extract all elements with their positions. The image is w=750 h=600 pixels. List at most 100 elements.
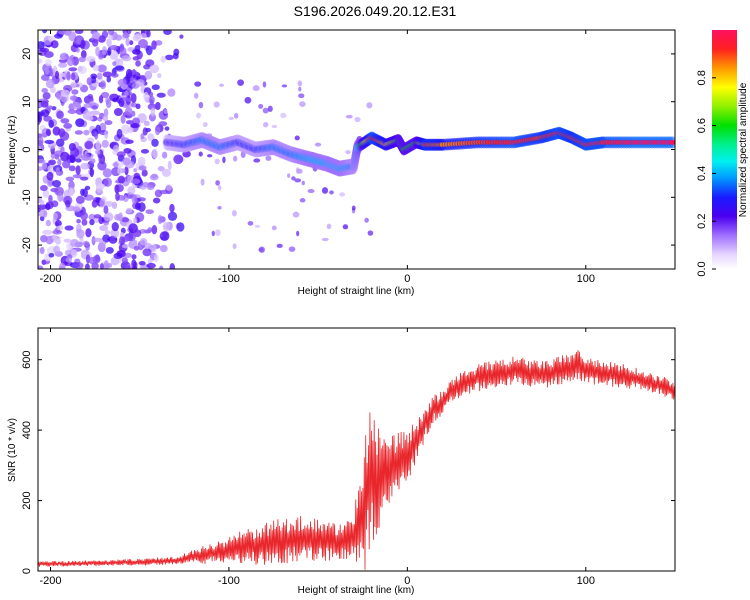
noise-blob xyxy=(122,97,129,102)
noise-blob xyxy=(163,109,168,115)
noise-blob xyxy=(110,228,120,239)
noise-blob xyxy=(258,103,264,109)
noise-blob xyxy=(84,153,90,159)
noise-blob xyxy=(151,40,157,50)
x-tick-label: -100 xyxy=(218,273,240,285)
noise-blob xyxy=(96,72,103,80)
noise-blob xyxy=(117,78,127,87)
y-tick-label: 600 xyxy=(21,351,33,369)
noise-blob xyxy=(83,129,90,136)
noise-blob xyxy=(159,265,164,269)
noise-blob xyxy=(94,131,99,140)
noise-blob xyxy=(44,51,54,58)
signal-core xyxy=(669,139,675,145)
x-tick-label: 0 xyxy=(404,273,410,285)
noise-blob xyxy=(48,252,55,258)
noise-blob xyxy=(116,128,123,139)
noise-blob xyxy=(114,65,125,71)
noise-blob xyxy=(38,145,42,153)
noise-blob xyxy=(105,247,114,254)
noise-blob xyxy=(142,248,152,257)
noise-blob xyxy=(92,32,100,40)
noise-blob xyxy=(154,125,161,136)
noise-blob xyxy=(98,153,106,164)
noise-blob xyxy=(85,55,96,63)
noise-blob xyxy=(68,67,78,72)
noise-blob xyxy=(156,92,166,98)
noise-blob xyxy=(135,202,141,211)
noise-blob xyxy=(112,162,119,168)
noise-blob xyxy=(99,80,107,90)
noise-blob xyxy=(67,109,77,114)
noise-blob xyxy=(179,34,184,39)
noise-blob xyxy=(120,114,126,124)
noise-blob xyxy=(140,148,150,154)
noise-blob xyxy=(146,262,156,269)
noise-blob xyxy=(43,210,48,218)
noise-blob xyxy=(152,197,161,204)
noise-blob xyxy=(59,131,70,141)
noise-blob xyxy=(109,93,120,102)
noise-blob xyxy=(231,210,237,217)
snr-x-axis: -200 -100 0 100 xyxy=(39,328,595,587)
noise-blob xyxy=(138,165,147,171)
snr-xlabel: Height of straight line (km) xyxy=(298,585,415,596)
noise-blob xyxy=(345,150,351,155)
colorbar-tick-label: 0.0 xyxy=(696,261,708,276)
noise-blob xyxy=(70,147,80,158)
noise-blob xyxy=(42,189,50,198)
noise-blob xyxy=(101,45,107,56)
noise-blob xyxy=(124,106,133,116)
snr-y-axis: 0 200 400 600 xyxy=(21,351,675,574)
noise-blob xyxy=(71,248,78,258)
y-tick-label: -20 xyxy=(21,237,33,253)
noise-blob xyxy=(133,168,138,173)
noise-blob xyxy=(103,212,114,222)
noise-blob xyxy=(75,118,85,128)
noise-blob xyxy=(39,215,45,222)
noise-blob xyxy=(48,159,57,166)
noise-blob xyxy=(115,184,124,193)
noise-blob xyxy=(295,167,300,174)
noise-blob xyxy=(60,118,70,124)
noise-blob xyxy=(198,101,204,109)
noise-blob xyxy=(102,168,113,178)
noise-blob xyxy=(103,108,109,118)
noise-blob xyxy=(254,224,261,228)
noise-blob xyxy=(117,175,126,184)
noise-blob xyxy=(74,262,84,269)
noise-blob xyxy=(103,221,109,226)
noise-blob xyxy=(59,52,69,60)
noise-blob xyxy=(298,93,305,99)
noise-blob xyxy=(222,156,226,164)
noise-blob xyxy=(298,86,302,92)
noise-blob xyxy=(213,101,220,108)
noise-blob xyxy=(104,230,111,235)
noise-blob xyxy=(215,180,220,186)
noise-blob xyxy=(95,140,101,151)
noise-blob xyxy=(262,81,267,88)
noise-blob xyxy=(121,217,130,223)
noise-blob xyxy=(258,246,265,253)
noise-blob xyxy=(124,252,132,259)
noise-blob xyxy=(84,263,90,269)
noise-blob xyxy=(51,235,61,241)
noise-blob xyxy=(321,237,329,242)
noise-blob xyxy=(103,260,109,269)
noise-blob xyxy=(78,56,86,63)
noise-blob xyxy=(253,158,261,163)
noise-blob xyxy=(68,165,76,172)
noise-blob xyxy=(112,61,117,67)
noise-blob xyxy=(167,211,178,221)
noise-blob xyxy=(271,225,277,231)
noise-blob xyxy=(122,244,129,249)
noise-blob xyxy=(99,198,106,208)
noise-blob xyxy=(40,184,48,192)
noise-blob xyxy=(68,187,74,197)
noise-blob xyxy=(106,76,112,83)
noise-blob xyxy=(45,219,51,227)
noise-blob xyxy=(55,167,61,176)
noise-blob xyxy=(104,201,114,207)
noise-blob xyxy=(103,177,112,187)
noise-blob xyxy=(89,167,94,178)
